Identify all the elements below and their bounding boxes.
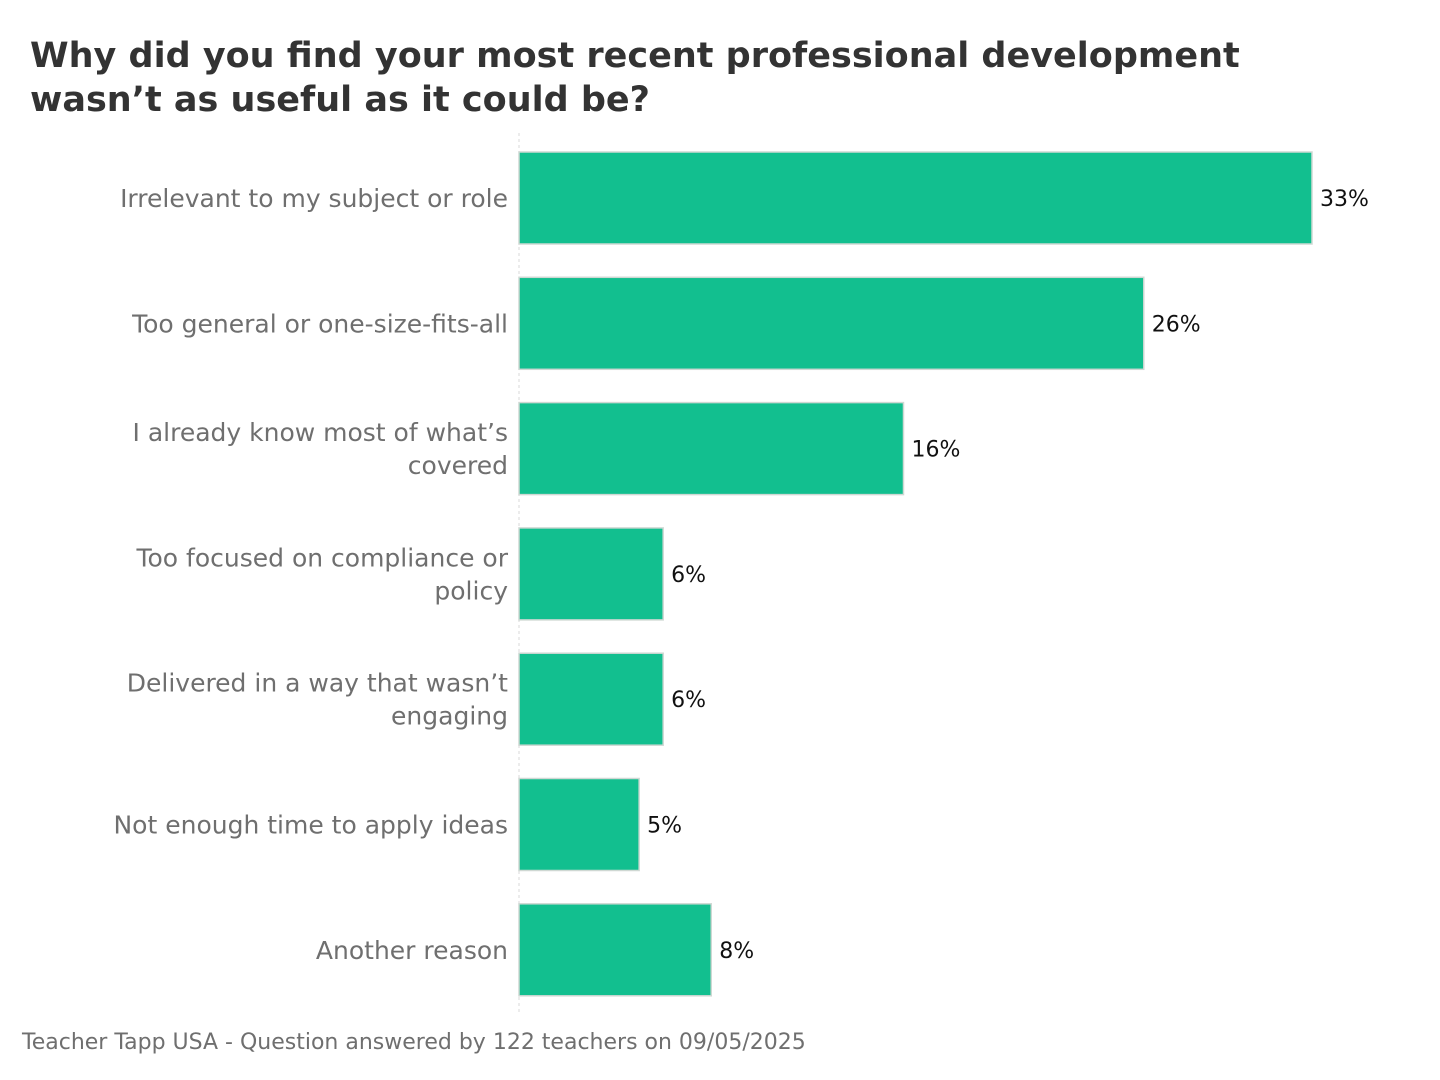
- category-label-4-line-1: engaging: [391, 702, 508, 731]
- chart-title-line-1: Why did you find your most recent profes…: [30, 36, 1240, 76]
- category-label-5: Not enough time to apply ideas: [113, 811, 508, 840]
- category-label-1: Too general or one-size-fits-all: [131, 309, 508, 338]
- value-label-4: 6%: [671, 688, 706, 713]
- value-label-1: 26%: [1152, 312, 1201, 337]
- bar-5: [518, 777, 640, 872]
- category-label-4-line-0: Delivered in a way that wasn’t: [127, 669, 508, 698]
- chart-footer: Teacher Tapp USA - Question answered by …: [22, 1030, 806, 1055]
- category-label-2-line-0: I already know most of what’s: [133, 418, 509, 447]
- category-label-6: Another reason: [316, 936, 508, 965]
- value-label-6: 8%: [719, 939, 754, 964]
- value-label-0: 33%: [1320, 187, 1369, 212]
- chart-title: Why did you find your most recent profes…: [30, 34, 1390, 122]
- bars-group: 33% Irrelevant to my subject or role 26% To…: [113, 151, 1369, 997]
- bar-1: [518, 276, 1145, 371]
- bar-3: [518, 527, 664, 621]
- value-label-5: 5%: [647, 814, 682, 839]
- bar-4: [518, 652, 664, 746]
- category-label-0: Irrelevant to my subject or role: [120, 184, 508, 213]
- bar-6: [518, 903, 712, 997]
- category-label-3-line-1: policy: [434, 576, 508, 605]
- chart-title-line-2: wasn’t as useful as it could be?: [30, 80, 650, 120]
- bar-0: [518, 151, 1313, 245]
- category-label-3-line-0: Too focused on compliance or: [135, 543, 508, 572]
- value-label-2: 16%: [911, 438, 960, 463]
- bar-2: [518, 401, 905, 496]
- category-label-2-line-1: covered: [408, 451, 508, 480]
- value-label-3: 6%: [671, 563, 706, 588]
